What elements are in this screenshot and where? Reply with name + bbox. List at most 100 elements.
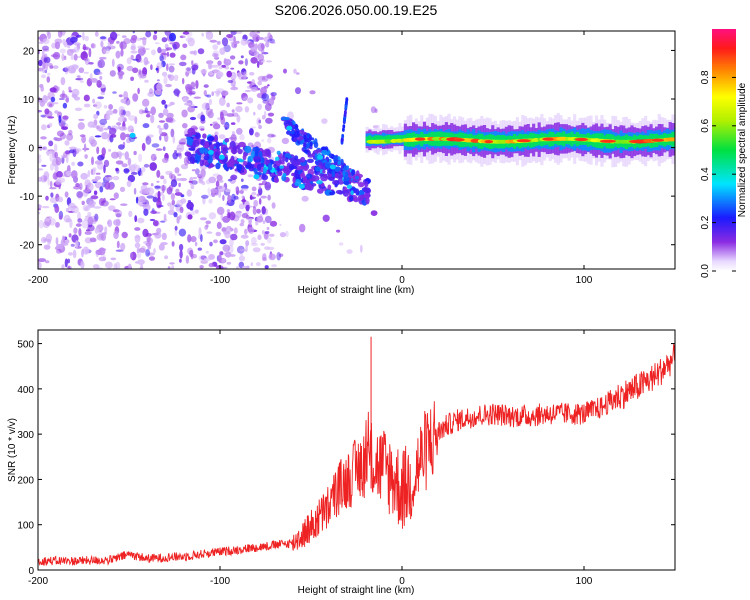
heatmap-line-cell: [291, 172, 295, 177]
heatmap-noise-cell: [120, 152, 125, 156]
heatmap-line-cell: [209, 163, 214, 168]
heatmap-noise-cell: [81, 200, 85, 206]
heatmap-noise-cell: [75, 77, 84, 81]
heatmap-noise-cell: [65, 208, 70, 213]
y-tick-label: -10: [20, 192, 35, 203]
heatmap-noise-cell: [133, 150, 137, 156]
heatmap-band-cell: [365, 136, 369, 144]
heatmap-line-cell: [316, 180, 323, 185]
heatmap-noise-cell: [321, 118, 328, 124]
heatmap-line-cell: [305, 173, 313, 179]
heatmap-noise-cell: [71, 93, 78, 98]
heatmap-noise-cell: [200, 217, 207, 221]
heatmap-noise-cell: [101, 181, 106, 188]
heatmap-noise-cell: [62, 67, 69, 72]
heatmap-noise-cell: [70, 54, 75, 61]
heatmap-noise-cell: [266, 74, 274, 79]
heatmap-band-cell: [382, 136, 386, 143]
heatmap-line-cell: [277, 160, 282, 164]
heatmap-noise-cell: [267, 112, 274, 117]
heatmap-noise-cell: [264, 103, 272, 112]
heatmap-noise-cell: [165, 170, 173, 175]
heatmap-noise-cell: [103, 164, 106, 174]
heatmap-noise-cell: [201, 181, 206, 186]
heatmap-noise-cell: [108, 131, 111, 141]
heatmap-noise-cell: [226, 34, 234, 38]
heatmap-noise-cell: [92, 238, 97, 242]
heatmap-core-cell: [629, 139, 643, 144]
heatmap-noise-cell: [162, 108, 169, 116]
heatmap-noise-cell: [45, 260, 50, 264]
heatmap-noise-cell: [90, 43, 97, 49]
heatmap-noise-cell: [266, 237, 272, 244]
heatmap-noise-cell: [243, 71, 248, 80]
heatmap-noise-cell: [226, 113, 235, 117]
heatmap-noise-cell: [191, 210, 196, 216]
heatmap-line-cell: [253, 168, 258, 173]
heatmap-noise-cell: [38, 204, 42, 209]
heatmap-noise-cell: [98, 198, 105, 206]
heatmap-noise-cell: [218, 97, 226, 106]
heatmap-noise-cell: [123, 91, 129, 100]
heatmap-noise-cell: [155, 67, 159, 71]
heatmap-noise-cell: [125, 110, 131, 117]
heatmap-noise-cell: [69, 36, 78, 43]
heatmap-noise-cell: [38, 157, 42, 164]
heatmap-noise-cell: [224, 188, 232, 193]
heatmap-line-cell: [297, 141, 301, 144]
x-tick-label: -100: [210, 576, 230, 587]
heatmap-noise-cell: [77, 218, 83, 223]
heatmap-noise-cell: [77, 161, 84, 167]
heatmap-noise-cell: [176, 216, 180, 224]
heatmap-noise-cell: [152, 34, 158, 41]
heatmap-noise-cell: [137, 217, 145, 224]
heatmap-noise-cell: [91, 178, 99, 183]
heatmap-noise-cell: [186, 67, 192, 72]
heatmap-noise-cell: [250, 46, 258, 52]
heatmap-noise-cell: [97, 59, 105, 69]
heatmap-noise-cell: [157, 190, 161, 200]
heatmap-noise-cell: [261, 139, 265, 142]
heatmap-noise-cell: [249, 31, 257, 38]
heatmap-noise-cell: [156, 227, 162, 234]
heatmap-noise-cell: [160, 53, 169, 56]
heatmap-noise-cell: [149, 162, 157, 171]
heatmap-noise-cell: [182, 77, 185, 85]
heatmap-noise-cell: [211, 64, 219, 68]
heatmap-noise-cell: [138, 153, 143, 163]
heatmap-noise-cell: [165, 117, 174, 123]
heatmap-noise-cell: [44, 108, 50, 115]
heatmap-noise-cell: [230, 134, 237, 143]
heatmap-noise-cell: [171, 199, 176, 206]
heatmap-noise-cell: [173, 212, 178, 218]
heatmap-band-cell: [387, 135, 391, 144]
heatmap-noise-cell: [251, 191, 257, 196]
heatmap-line-cell: [189, 156, 196, 164]
heatmap-noise-cell: [215, 180, 220, 188]
heatmap-noise-cell: [195, 80, 199, 89]
heatmap-noise-cell: [157, 125, 161, 129]
heatmap-noise-cell: [127, 157, 132, 166]
heatmap-noise-cell: [52, 102, 59, 105]
heatmap-noise-cell: [70, 66, 76, 74]
heatmap-noise-cell: [149, 88, 153, 95]
heatmap-noise-cell: [88, 138, 95, 144]
heatmap-line-cell: [281, 154, 286, 163]
heatmap-noise-cell: [106, 113, 111, 121]
heatmap-noise-cell: [134, 242, 141, 249]
heatmap-peak-cell: [329, 164, 336, 170]
heatmap-noise-cell: [189, 50, 196, 55]
snr-x-axis-label: Height of straight line (km): [298, 585, 415, 596]
heatmap-line-cell: [343, 165, 348, 171]
heatmap-noise-cell: [208, 262, 214, 268]
heatmap-noise-cell: [227, 79, 234, 84]
heatmap-noise-cell: [64, 140, 70, 146]
heatmap-noise-cell: [103, 197, 106, 203]
heatmap-noise-cell: [240, 178, 244, 182]
heatmap-line-cell: [355, 175, 359, 180]
heatmap-line-cell: [358, 182, 365, 188]
heatmap-noise-cell: [137, 45, 145, 49]
heatmap-noise-cell: [250, 57, 258, 64]
heatmap-noise-cell: [48, 140, 54, 147]
